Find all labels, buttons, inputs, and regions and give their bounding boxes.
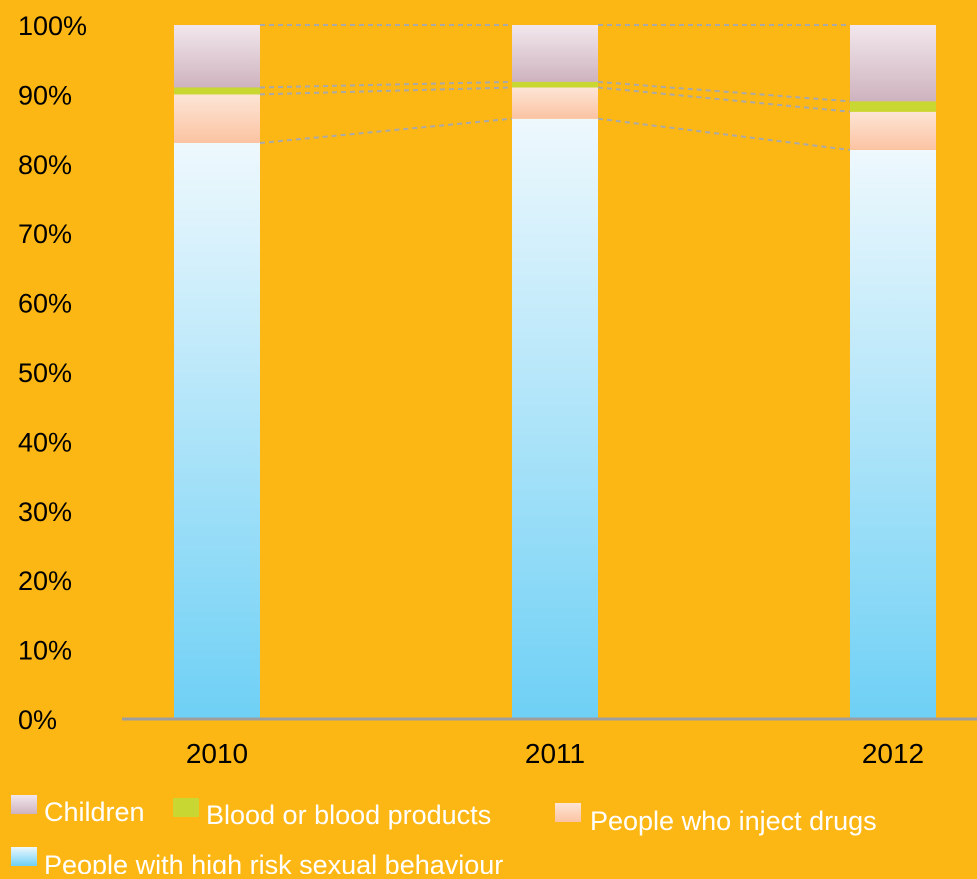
y-axis: 0% 10% 20% 30% 40% 50% 60% 70% 80% 90% 100% [18, 11, 87, 735]
bar-segment-people-who-inject-drugs-2011 [512, 87, 598, 119]
connector-line-people-who-inject-drugs-0 [259, 86, 513, 96]
y-tick-label: 0% [18, 705, 57, 735]
legend: Children Blood or blood products People wh… [11, 795, 877, 879]
legend-swatch [173, 798, 199, 817]
bar-segment-blood-or-blood-products-2010 [174, 87, 260, 95]
y-tick-label: 60% [18, 289, 72, 319]
legend-swatch [11, 847, 37, 866]
bar-segment-children-2012 [850, 25, 936, 102]
y-tick-label: 40% [18, 427, 72, 457]
y-tick-label: 20% [18, 566, 72, 596]
legend-label: People who inject drugs [590, 806, 877, 836]
bar-segment-people-with-high-risk-sexual-behaviour-2011 [512, 118, 598, 719]
y-tick-label: 100% [18, 11, 87, 41]
x-tick-label: 2011 [525, 738, 585, 769]
connector-line-people-who-inject-drugs-1 [597, 86, 851, 113]
legend-label: People with high risk sexual behaviour [44, 850, 503, 874]
x-axis: 2010 2011 2012 [186, 738, 924, 769]
bar-segment-children-2011 [512, 25, 598, 82]
bar-segment-people-who-inject-drugs-2012 [850, 111, 936, 150]
y-tick-label: 80% [18, 150, 72, 180]
legend-item-people-with-high-risk-sexual-behaviour: People with high risk sexual behaviour [11, 847, 503, 879]
x-tick-label: 2010 [186, 738, 248, 769]
legend-item-blood-or-blood-products: Blood or blood products [173, 798, 491, 830]
connector-lines [259, 24, 851, 151]
legend-label: Blood or blood products [206, 800, 491, 830]
legend-item-people-who-inject-drugs: People who inject drugs [555, 803, 877, 836]
legend-label: Children [44, 797, 145, 827]
bar-segment-children-2010 [174, 25, 260, 88]
connector-line-people-with-high-risk-sexual-behaviour-0 [259, 117, 513, 144]
connector-line-blood-or-blood-products-1 [597, 80, 851, 103]
legend-swatch [555, 803, 581, 822]
bar-segment-people-with-high-risk-sexual-behaviour-2010 [174, 142, 260, 720]
y-tick-label: 10% [18, 636, 72, 666]
bar-group-2012 [850, 25, 936, 720]
bars [174, 25, 936, 720]
bar-group-2010 [174, 25, 260, 720]
x-tick-label: 2012 [862, 738, 924, 769]
bar-segment-people-with-high-risk-sexual-behaviour-2012 [850, 149, 936, 720]
bar-group-2011 [512, 25, 598, 719]
bar-segment-people-who-inject-drugs-2010 [174, 94, 260, 143]
bar-segment-blood-or-blood-products-2012 [850, 101, 936, 112]
y-tick-label: 70% [18, 219, 72, 249]
y-tick-label: 90% [18, 80, 72, 110]
bar-segment-blood-or-blood-products-2011 [512, 81, 598, 88]
legend-item-children: Children [11, 795, 145, 827]
y-tick-label: 30% [18, 497, 72, 527]
y-tick-label: 50% [18, 358, 72, 388]
connector-line-people-with-high-risk-sexual-behaviour-1 [597, 117, 851, 151]
connector-line-blood-or-blood-products-0 [259, 80, 513, 89]
legend-swatch [11, 795, 37, 814]
